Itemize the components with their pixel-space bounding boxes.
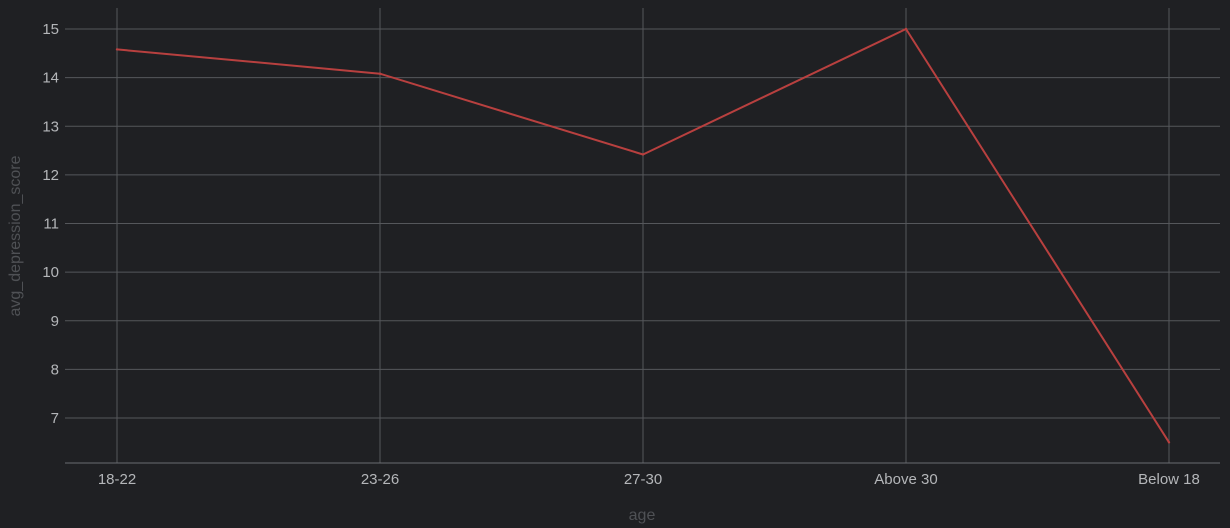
y-tick-label: 13	[42, 118, 59, 135]
x-axis-title: age	[629, 507, 656, 524]
y-tick-label: 9	[51, 313, 59, 330]
data-point[interactable]	[115, 48, 119, 51]
y-tick-label: 12	[42, 167, 59, 184]
x-tick-label: 18-22	[98, 471, 136, 488]
y-tick-label: 7	[51, 410, 59, 427]
x-tick-label: 23-26	[361, 471, 399, 488]
grid	[65, 8, 1220, 464]
data-point[interactable]	[641, 153, 645, 156]
x-tick-label: Below 18	[1138, 471, 1200, 488]
y-tick-label: 10	[42, 264, 59, 281]
x-axis-ticks: 18-22 23-26 27-30 Above 30 Below 18	[98, 471, 1200, 488]
y-tick-label: 8	[51, 361, 59, 378]
series-layer	[115, 27, 1171, 444]
x-tick-label: 27-30	[624, 471, 662, 488]
x-tick-label: Above 30	[874, 471, 937, 488]
y-tick-label: 11	[43, 216, 59, 233]
y-axis-ticks: 7 8 9 10 11 12 13 14 15	[42, 21, 59, 427]
y-axis-title: avg_depression_score	[7, 155, 24, 316]
y-tick-label: 14	[42, 70, 59, 87]
data-point[interactable]	[904, 27, 908, 31]
data-point[interactable]	[378, 72, 382, 75]
data-point[interactable]	[1167, 441, 1171, 444]
y-tick-label: 15	[42, 21, 59, 38]
